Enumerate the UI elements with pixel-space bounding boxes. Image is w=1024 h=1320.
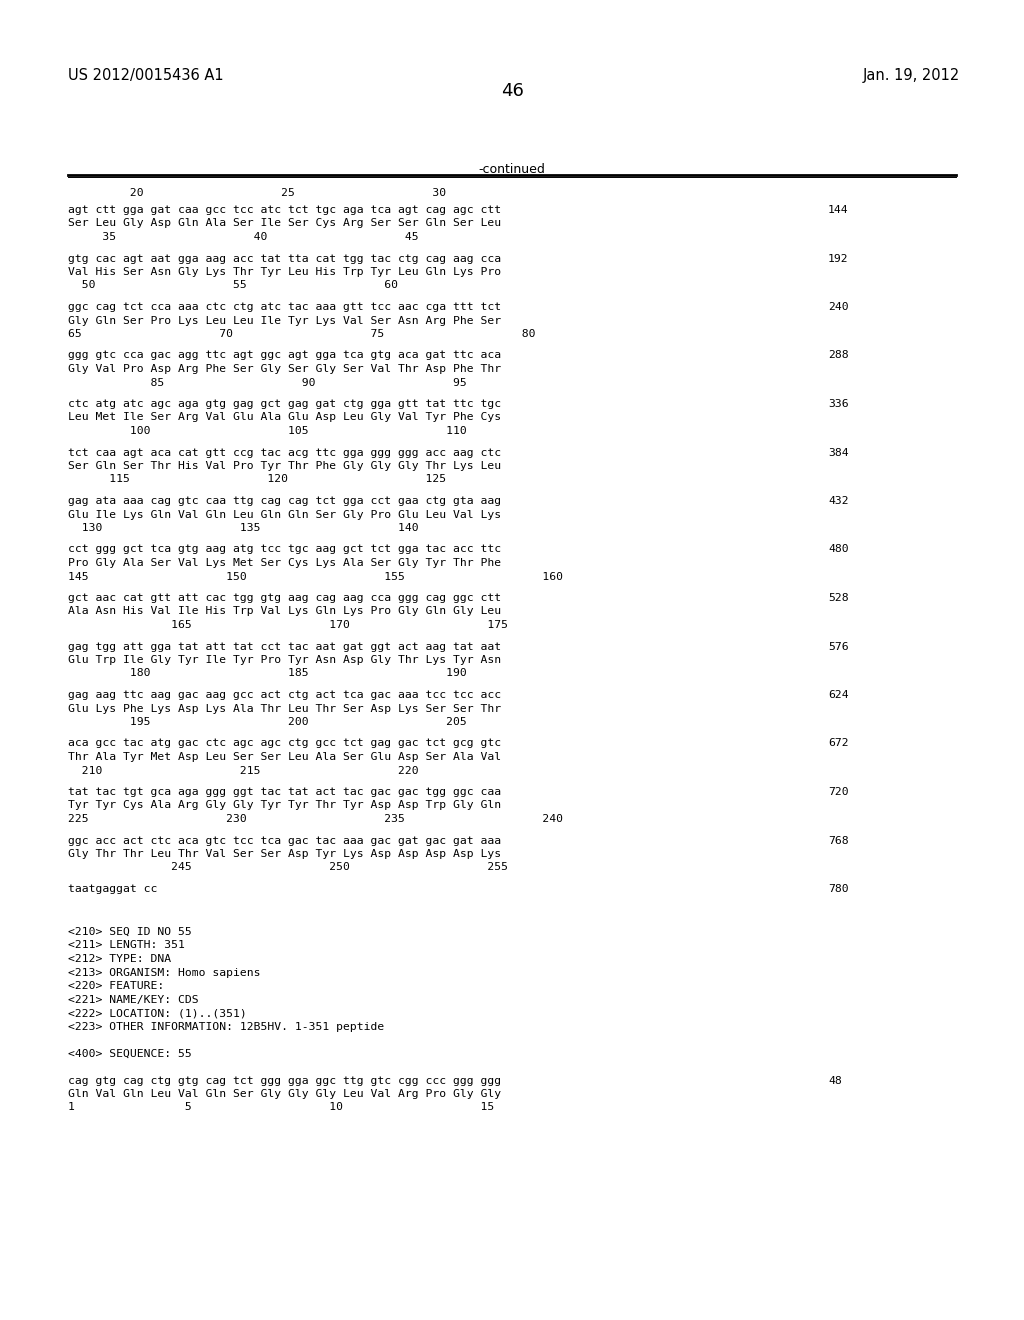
Text: aca gcc tac atg gac ctc agc agc ctg gcc tct gag gac tct gcg gtc: aca gcc tac atg gac ctc agc agc ctg gcc … bbox=[68, 738, 501, 748]
Text: 432: 432 bbox=[828, 496, 849, 506]
Text: Ser Gln Ser Thr His Val Pro Tyr Thr Phe Gly Gly Gly Thr Lys Leu: Ser Gln Ser Thr His Val Pro Tyr Thr Phe … bbox=[68, 461, 501, 471]
Text: taatgaggat cc: taatgaggat cc bbox=[68, 884, 158, 894]
Text: 46: 46 bbox=[501, 82, 523, 100]
Text: 1                5                    10                    15: 1 5 10 15 bbox=[68, 1102, 495, 1113]
Text: <220> FEATURE:: <220> FEATURE: bbox=[68, 981, 164, 991]
Text: Glu Trp Ile Gly Tyr Ile Tyr Pro Tyr Asn Asp Gly Thr Lys Tyr Asn: Glu Trp Ile Gly Tyr Ile Tyr Pro Tyr Asn … bbox=[68, 655, 501, 665]
Text: Ala Asn His Val Ile His Trp Val Lys Gln Lys Pro Gly Gln Gly Leu: Ala Asn His Val Ile His Trp Val Lys Gln … bbox=[68, 606, 501, 616]
Text: <213> ORGANISM: Homo sapiens: <213> ORGANISM: Homo sapiens bbox=[68, 968, 260, 978]
Text: 336: 336 bbox=[828, 399, 849, 409]
Text: Tyr Tyr Cys Ala Arg Gly Gly Tyr Tyr Thr Tyr Asp Asp Trp Gly Gln: Tyr Tyr Cys Ala Arg Gly Gly Tyr Tyr Thr … bbox=[68, 800, 501, 810]
Text: <210> SEQ ID NO 55: <210> SEQ ID NO 55 bbox=[68, 927, 191, 937]
Text: <221> NAME/KEY: CDS: <221> NAME/KEY: CDS bbox=[68, 994, 199, 1005]
Text: 195                    200                    205: 195 200 205 bbox=[68, 717, 467, 727]
Text: gag ata aaa cag gtc caa ttg cag cag tct gga cct gaa ctg gta aag: gag ata aaa cag gtc caa ttg cag cag tct … bbox=[68, 496, 501, 506]
Text: 720: 720 bbox=[828, 787, 849, 797]
Text: Pro Gly Ala Ser Val Lys Met Ser Cys Lys Ala Ser Gly Tyr Thr Phe: Pro Gly Ala Ser Val Lys Met Ser Cys Lys … bbox=[68, 558, 501, 568]
Text: Glu Ile Lys Gln Val Gln Leu Gln Gln Ser Gly Pro Glu Leu Val Lys: Glu Ile Lys Gln Val Gln Leu Gln Gln Ser … bbox=[68, 510, 501, 520]
Text: Gly Thr Thr Leu Thr Val Ser Ser Asp Tyr Lys Asp Asp Asp Asp Lys: Gly Thr Thr Leu Thr Val Ser Ser Asp Tyr … bbox=[68, 849, 501, 859]
Text: 768: 768 bbox=[828, 836, 849, 846]
Text: gag tgg att gga tat att tat cct tac aat gat ggt act aag tat aat: gag tgg att gga tat att tat cct tac aat … bbox=[68, 642, 501, 652]
Text: Val His Ser Asn Gly Lys Thr Tyr Leu His Trp Tyr Leu Gln Lys Pro: Val His Ser Asn Gly Lys Thr Tyr Leu His … bbox=[68, 267, 501, 277]
Text: 672: 672 bbox=[828, 738, 849, 748]
Text: Thr Ala Tyr Met Asp Leu Ser Ser Leu Ala Ser Glu Asp Ser Ala Val: Thr Ala Tyr Met Asp Leu Ser Ser Leu Ala … bbox=[68, 752, 501, 762]
Text: 528: 528 bbox=[828, 593, 849, 603]
Text: 210                    215                    220: 210 215 220 bbox=[68, 766, 419, 776]
Text: 85                    90                    95: 85 90 95 bbox=[68, 378, 467, 388]
Text: 245                    250                    255: 245 250 255 bbox=[68, 862, 508, 873]
Text: <211> LENGTH: 351: <211> LENGTH: 351 bbox=[68, 940, 185, 950]
Text: 225                    230                    235                    240: 225 230 235 240 bbox=[68, 814, 563, 824]
Text: 50                    55                    60: 50 55 60 bbox=[68, 281, 398, 290]
Text: 65                    70                    75                    80: 65 70 75 80 bbox=[68, 329, 536, 339]
Text: 240: 240 bbox=[828, 302, 849, 312]
Text: 35                    40                    45: 35 40 45 bbox=[68, 232, 419, 242]
Text: Gly Val Pro Asp Arg Phe Ser Gly Ser Gly Ser Val Thr Asp Phe Thr: Gly Val Pro Asp Arg Phe Ser Gly Ser Gly … bbox=[68, 364, 501, 374]
Text: Leu Met Ile Ser Arg Val Glu Ala Glu Asp Leu Gly Val Tyr Phe Cys: Leu Met Ile Ser Arg Val Glu Ala Glu Asp … bbox=[68, 412, 501, 422]
Text: Jan. 19, 2012: Jan. 19, 2012 bbox=[863, 69, 961, 83]
Text: Gln Val Gln Leu Val Gln Ser Gly Gly Gly Leu Val Arg Pro Gly Gly: Gln Val Gln Leu Val Gln Ser Gly Gly Gly … bbox=[68, 1089, 501, 1100]
Text: <212> TYPE: DNA: <212> TYPE: DNA bbox=[68, 954, 171, 964]
Text: 576: 576 bbox=[828, 642, 849, 652]
Text: gtg cac agt aat gga aag acc tat tta cat tgg tac ctg cag aag cca: gtg cac agt aat gga aag acc tat tta cat … bbox=[68, 253, 501, 264]
Text: <222> LOCATION: (1)..(351): <222> LOCATION: (1)..(351) bbox=[68, 1008, 247, 1018]
Text: 288: 288 bbox=[828, 351, 849, 360]
Text: 48: 48 bbox=[828, 1076, 842, 1085]
Text: cag gtg cag ctg gtg cag tct ggg gga ggc ttg gtc cgg ccc ggg ggg: cag gtg cag ctg gtg cag tct ggg gga ggc … bbox=[68, 1076, 501, 1085]
Text: Gly Gln Ser Pro Lys Leu Leu Ile Tyr Lys Val Ser Asn Arg Phe Ser: Gly Gln Ser Pro Lys Leu Leu Ile Tyr Lys … bbox=[68, 315, 501, 326]
Text: ggc acc act ctc aca gtc tcc tca gac tac aaa gac gat gac gat aaa: ggc acc act ctc aca gtc tcc tca gac tac … bbox=[68, 836, 501, 846]
Text: US 2012/0015436 A1: US 2012/0015436 A1 bbox=[68, 69, 223, 83]
Text: 165                    170                    175: 165 170 175 bbox=[68, 620, 508, 630]
Text: 144: 144 bbox=[828, 205, 849, 215]
Text: ggg gtc cca gac agg ttc agt ggc agt gga tca gtg aca gat ttc aca: ggg gtc cca gac agg ttc agt ggc agt gga … bbox=[68, 351, 501, 360]
Text: gag aag ttc aag gac aag gcc act ctg act tca gac aaa tcc tcc acc: gag aag ttc aag gac aag gcc act ctg act … bbox=[68, 690, 501, 700]
Text: Ser Leu Gly Asp Gln Ala Ser Ile Ser Cys Arg Ser Ser Gln Ser Leu: Ser Leu Gly Asp Gln Ala Ser Ile Ser Cys … bbox=[68, 219, 501, 228]
Text: Glu Lys Phe Lys Asp Lys Ala Thr Leu Thr Ser Asp Lys Ser Ser Thr: Glu Lys Phe Lys Asp Lys Ala Thr Leu Thr … bbox=[68, 704, 501, 714]
Text: 624: 624 bbox=[828, 690, 849, 700]
Text: 115                    120                    125: 115 120 125 bbox=[68, 474, 446, 484]
Text: cct ggg gct tca gtg aag atg tcc tgc aag gct tct gga tac acc ttc: cct ggg gct tca gtg aag atg tcc tgc aag … bbox=[68, 544, 501, 554]
Text: 384: 384 bbox=[828, 447, 849, 458]
Text: 130                    135                    140: 130 135 140 bbox=[68, 523, 419, 533]
Text: 20                    25                    30: 20 25 30 bbox=[68, 187, 446, 198]
Text: 145                    150                    155                    160: 145 150 155 160 bbox=[68, 572, 563, 582]
Text: <400> SEQUENCE: 55: <400> SEQUENCE: 55 bbox=[68, 1048, 191, 1059]
Text: <223> OTHER INFORMATION: 12B5HV. 1-351 peptide: <223> OTHER INFORMATION: 12B5HV. 1-351 p… bbox=[68, 1022, 384, 1031]
Text: tct caa agt aca cat gtt ccg tac acg ttc gga ggg ggg acc aag ctc: tct caa agt aca cat gtt ccg tac acg ttc … bbox=[68, 447, 501, 458]
Text: gct aac cat gtt att cac tgg gtg aag cag aag cca ggg cag ggc ctt: gct aac cat gtt att cac tgg gtg aag cag … bbox=[68, 593, 501, 603]
Text: ggc cag tct cca aaa ctc ctg atc tac aaa gtt tcc aac cga ttt tct: ggc cag tct cca aaa ctc ctg atc tac aaa … bbox=[68, 302, 501, 312]
Text: 100                    105                    110: 100 105 110 bbox=[68, 426, 467, 436]
Text: 180                    185                    190: 180 185 190 bbox=[68, 668, 467, 678]
Text: -continued: -continued bbox=[478, 162, 546, 176]
Text: ctc atg atc agc aga gtg gag gct gag gat ctg gga gtt tat ttc tgc: ctc atg atc agc aga gtg gag gct gag gat … bbox=[68, 399, 501, 409]
Text: 780: 780 bbox=[828, 884, 849, 894]
Text: agt ctt gga gat caa gcc tcc atc tct tgc aga tca agt cag agc ctt: agt ctt gga gat caa gcc tcc atc tct tgc … bbox=[68, 205, 501, 215]
Text: 192: 192 bbox=[828, 253, 849, 264]
Text: 480: 480 bbox=[828, 544, 849, 554]
Text: tat tac tgt gca aga ggg ggt tac tat act tac gac gac tgg ggc caa: tat tac tgt gca aga ggg ggt tac tat act … bbox=[68, 787, 501, 797]
